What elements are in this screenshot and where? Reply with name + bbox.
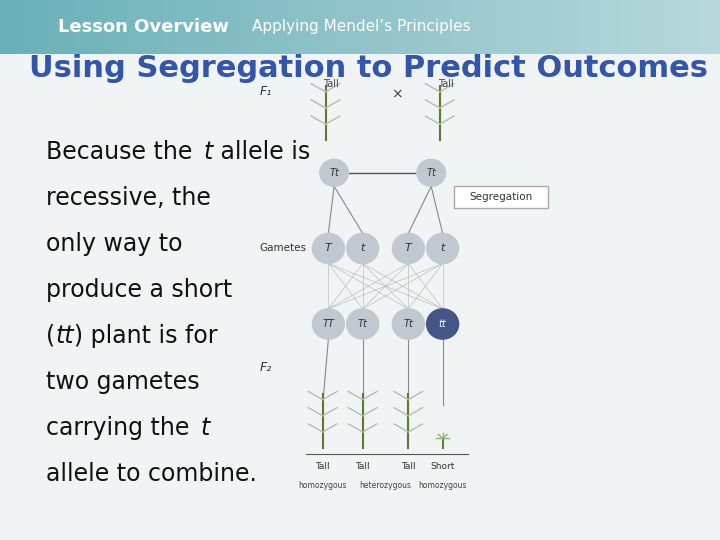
Text: produce a short: produce a short (45, 278, 232, 302)
Circle shape (312, 233, 344, 264)
Text: Short: Short (431, 462, 455, 471)
Circle shape (346, 309, 379, 339)
Text: tt: tt (438, 319, 446, 329)
Text: Lesson Overview: Lesson Overview (58, 18, 229, 36)
Text: (: ( (45, 324, 55, 348)
Circle shape (312, 309, 344, 339)
Circle shape (392, 233, 424, 264)
Circle shape (320, 159, 348, 186)
Text: only way to: only way to (45, 232, 182, 256)
Text: homozygous: homozygous (298, 481, 347, 490)
Text: Tall: Tall (438, 79, 454, 89)
Text: t: t (441, 244, 445, 253)
Text: Tt: Tt (426, 168, 436, 178)
Text: allele is: allele is (212, 140, 310, 164)
Text: Tall: Tall (315, 462, 330, 471)
Text: Tall: Tall (356, 462, 370, 471)
Text: Segregation: Segregation (469, 192, 533, 202)
Text: t: t (200, 416, 210, 440)
Text: T: T (405, 244, 412, 253)
Text: heterozygous: heterozygous (359, 481, 412, 490)
Circle shape (427, 233, 459, 264)
Text: tt: tt (55, 324, 73, 348)
Text: homozygous: homozygous (418, 481, 467, 490)
Text: F₁: F₁ (260, 85, 272, 98)
Text: carrying the: carrying the (45, 416, 197, 440)
Text: Tt: Tt (403, 319, 413, 329)
Text: T: T (325, 244, 332, 253)
Text: Tall: Tall (323, 79, 339, 89)
Text: allele to combine.: allele to combine. (45, 462, 256, 485)
Circle shape (427, 309, 459, 339)
Text: Applying Mendel’s Principles: Applying Mendel’s Principles (252, 19, 471, 35)
Text: two gametes: two gametes (45, 370, 199, 394)
Text: t: t (203, 140, 212, 164)
FancyBboxPatch shape (454, 186, 548, 208)
Text: Using Segregation to Predict Outcomes: Using Segregation to Predict Outcomes (29, 54, 708, 83)
Text: Because the: Because the (45, 140, 199, 164)
Circle shape (346, 233, 379, 264)
Text: Tt: Tt (358, 319, 368, 329)
Text: ) plant is for: ) plant is for (74, 324, 217, 348)
Text: recessive, the: recessive, the (45, 186, 210, 210)
Text: ×: × (391, 87, 402, 102)
Text: Gametes: Gametes (260, 244, 307, 253)
Circle shape (417, 159, 446, 186)
Text: t: t (361, 244, 365, 253)
Text: Tt: Tt (329, 168, 339, 178)
Circle shape (392, 309, 424, 339)
Text: TT: TT (323, 319, 334, 329)
Text: F₂: F₂ (260, 361, 272, 374)
Text: Tall: Tall (401, 462, 415, 471)
